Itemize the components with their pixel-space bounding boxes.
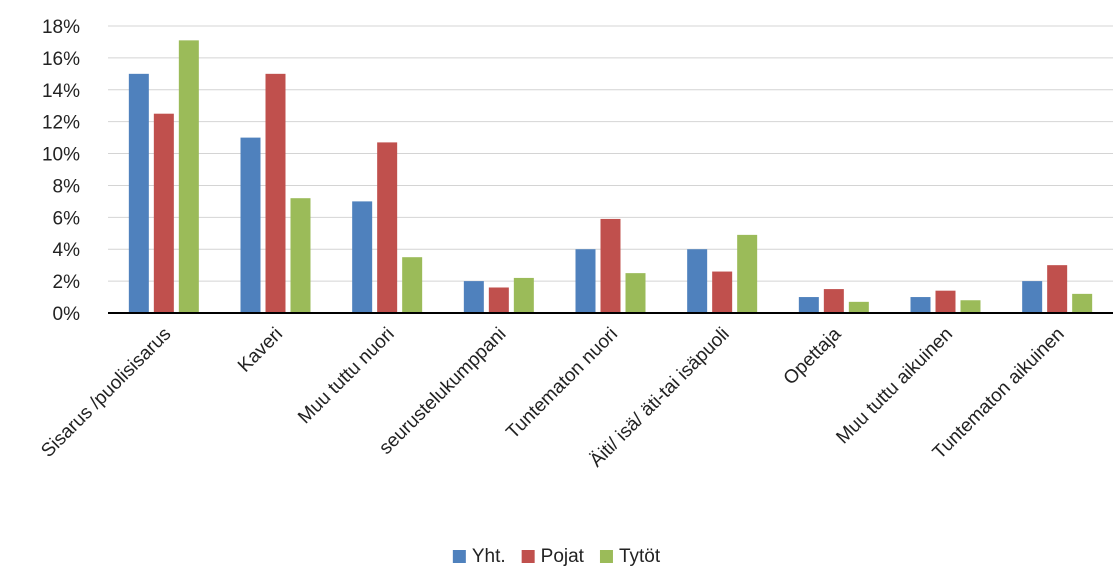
- bar-tytt-4: [513, 277, 534, 313]
- x-category-label: seurustelukumppani: [375, 324, 510, 459]
- legend-swatch: [452, 550, 466, 563]
- bar-pojat-5: [600, 218, 621, 313]
- bar-tytt-2: [290, 198, 311, 313]
- y-tick-label: 10%: [42, 145, 80, 166]
- bar-tytt-8: [960, 300, 981, 313]
- bar-yht-4: [463, 281, 484, 313]
- bar-pojat-1: [153, 113, 174, 313]
- bars: [128, 40, 1093, 313]
- bar-tytt-9: [1072, 293, 1093, 313]
- bar-yht-1: [128, 73, 149, 313]
- legend: Yht. Pojat Tytöt: [452, 546, 661, 567]
- x-category-label: Muu tuttu aikuinen: [832, 324, 957, 449]
- bar-pojat-2: [265, 73, 286, 313]
- y-tick-label: 14%: [42, 81, 80, 102]
- bar-pojat-7: [823, 289, 844, 313]
- legend-label: Tytöt: [619, 546, 661, 567]
- bar-pojat-6: [712, 271, 733, 313]
- bar-tytt-5: [625, 273, 646, 313]
- y-tick-label: 4%: [53, 240, 81, 261]
- legend-label: Yht.: [472, 546, 506, 567]
- x-category-label: Kaveri: [234, 324, 287, 377]
- bar-pojat-9: [1047, 265, 1068, 313]
- bar-tytt-6: [737, 234, 758, 313]
- bar-yht-3: [352, 201, 373, 313]
- bar-tytt-1: [178, 40, 199, 313]
- bar-yht-7: [798, 297, 819, 313]
- y-axis-ticks: 0% 2% 4% 6% 8% 10% 12% 14% 16% 18%: [42, 17, 80, 325]
- legend-label: Pojat: [541, 546, 585, 567]
- bar-yht-6: [687, 249, 708, 313]
- legend-swatch: [521, 550, 535, 563]
- bar-yht-5: [575, 249, 596, 313]
- bar-yht-9: [1022, 281, 1043, 313]
- x-category-label: Sisarus /puolisisarus: [37, 324, 175, 462]
- x-axis-categories: Sisarus /puolisisarus Kaveri Muu tuttu nuo…: [37, 323, 1068, 471]
- y-tick-label: 16%: [42, 49, 80, 70]
- x-category-label: Opettaja: [780, 323, 846, 389]
- legend-swatch: [599, 550, 613, 563]
- bar-yht-2: [240, 137, 261, 313]
- y-tick-label: 2%: [53, 272, 81, 293]
- y-tick-label: 12%: [42, 113, 80, 134]
- y-tick-label: 8%: [53, 176, 81, 197]
- bar-pojat-3: [377, 142, 398, 313]
- x-category-label: Tuntematon nuori: [502, 324, 622, 444]
- x-category-label: Muu tuttu nuori: [294, 324, 398, 428]
- bar-tytt-7: [848, 301, 869, 313]
- bar-pojat-8: [935, 290, 956, 313]
- y-tick-label: 6%: [53, 208, 81, 229]
- y-tick-label: 0%: [53, 304, 81, 325]
- y-tick-label: 18%: [42, 17, 80, 38]
- bar-tytt-3: [402, 257, 423, 313]
- bar-yht-8: [910, 297, 931, 313]
- bar-pojat-4: [488, 287, 509, 313]
